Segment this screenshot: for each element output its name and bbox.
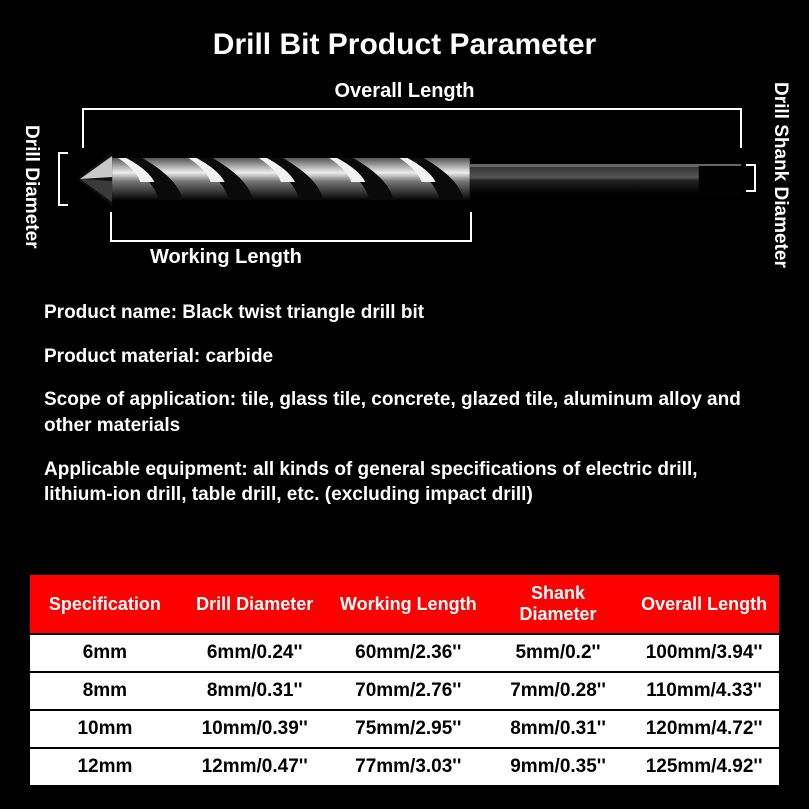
table-cell: 10mm [30,710,180,748]
th-working-length: Working Length [330,575,487,634]
th-specification: Specification [30,575,180,634]
spec-table-wrap: Specification Drill Diameter Working Len… [30,575,779,785]
product-material-line: Product material: carbide [44,344,765,370]
table-row: 12mm12mm/0.47''77mm/3.03''9mm/0.35''125m… [30,748,779,785]
overall-dim-line [82,108,740,110]
working-dim-tick-left [110,212,112,242]
table-cell: 77mm/3.03'' [330,748,487,785]
spec-table: Specification Drill Diameter Working Len… [30,575,779,785]
th-drill-diameter: Drill Diameter [180,575,330,634]
scope-line: Scope of application: tile, glass tile, … [44,387,765,438]
table-cell: 7mm/0.28'' [487,672,629,710]
working-dim-tick-right [470,212,472,242]
th-overall-length: Overall Length [629,575,779,634]
table-cell: 12mm [30,748,180,785]
table-cell: 100mm/3.94'' [629,634,779,672]
drill-diameter-label: Drill Diameter [20,125,42,249]
table-header-row: Specification Drill Diameter Working Len… [30,575,779,634]
table-row: 8mm8mm/0.31''70mm/2.76''7mm/0.28''110mm/… [30,672,779,710]
table-cell: 8mm [30,672,180,710]
table-cell: 6mm [30,634,180,672]
table-cell: 5mm/0.2'' [487,634,629,672]
table-cell: 12mm/0.47'' [180,748,330,785]
th-shank-diameter: Shank Diameter [487,575,629,634]
overall-dim-tick-right [740,108,742,148]
table-row: 10mm10mm/0.39''75mm/2.95''8mm/0.31''120m… [30,710,779,748]
overall-dim-tick-left [82,108,84,148]
table-cell: 8mm/0.31'' [180,672,330,710]
page-title: Drill Bit Product Parameter [0,0,809,80]
shank-diameter-label: Drill Shank Diameter [769,82,791,268]
drill-diameter-bracket [58,152,68,206]
table-cell: 120mm/4.72'' [629,710,779,748]
table-cell: 125mm/4.92'' [629,748,779,785]
table-cell: 70mm/2.76'' [330,672,487,710]
table-cell: 60mm/2.36'' [330,634,487,672]
table-cell: 8mm/0.31'' [487,710,629,748]
overall-length-label: Overall Length [30,80,779,103]
table-cell: 110mm/4.33'' [629,672,779,710]
drill-bit-icon [78,152,741,206]
table-cell: 9mm/0.35'' [487,748,629,785]
shank-diameter-bracket [746,164,756,192]
working-dim-line [110,240,470,242]
table-row: 6mm6mm/0.24''60mm/2.36''5mm/0.2''100mm/3… [30,634,779,672]
product-name-line: Product name: Black twist triangle drill… [44,300,765,326]
table-cell: 10mm/0.39'' [180,710,330,748]
product-info: Product name: Black twist triangle drill… [0,280,809,536]
equipment-line: Applicable equipment: all kinds of gener… [44,457,765,508]
working-length-label: Working Length [150,246,302,269]
table-cell: 75mm/2.95'' [330,710,487,748]
table-cell: 6mm/0.24'' [180,634,330,672]
drill-diagram: Drill Diameter Drill Shank Diameter Over… [30,80,779,280]
